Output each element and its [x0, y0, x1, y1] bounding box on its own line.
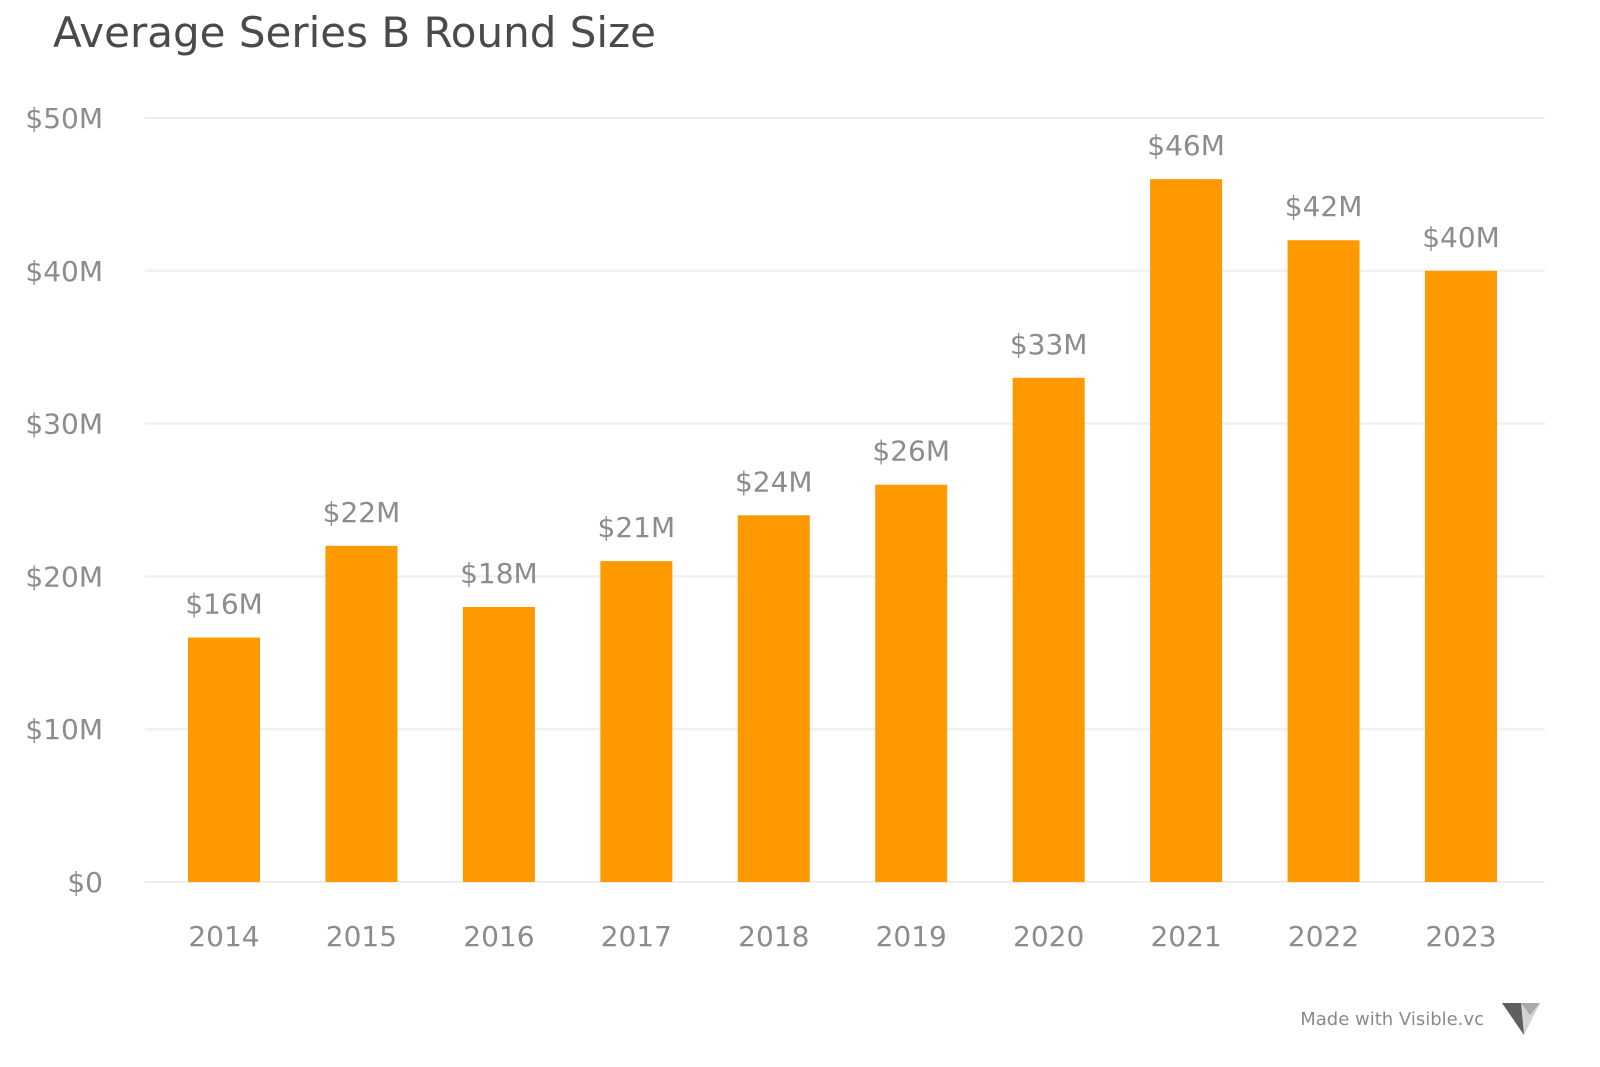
- x-tick-label: 2020: [1013, 920, 1084, 953]
- bar-2014[interactable]: [188, 637, 260, 882]
- data-label-2015: $22M: [323, 496, 401, 529]
- y-tick-label: $40M: [25, 255, 103, 288]
- bar-2019[interactable]: [875, 484, 948, 882]
- y-tick-label: $30M: [25, 408, 103, 441]
- data-label-2017: $21M: [598, 511, 676, 544]
- data-label-2019: $26M: [872, 435, 950, 468]
- data-labels: $16M $22M $18M $21M $24M $26M $33M $46M $42M $40M: [185, 129, 1500, 620]
- x-tick-label: 2019: [876, 920, 947, 953]
- x-axis-tick-labels: 2014 2015 2016 2017 2018 2019 2020 2021 2022 2023: [188, 920, 1496, 953]
- bar-2021[interactable]: [1150, 179, 1223, 882]
- bar-2016[interactable]: [462, 606, 535, 882]
- data-label-2021: $46M: [1147, 129, 1225, 162]
- data-label-2022: $42M: [1285, 190, 1363, 223]
- x-tick-label: 2014: [188, 920, 259, 953]
- y-axis-tick-labels: $0 $10M $20M $30M $40M $50M: [25, 102, 103, 899]
- x-tick-label: 2023: [1425, 920, 1496, 953]
- y-tick-label: $0: [67, 866, 103, 899]
- y-tick-label: $50M: [25, 102, 103, 135]
- data-label-2018: $24M: [735, 465, 813, 498]
- y-tick-label: $20M: [25, 560, 103, 593]
- x-tick-label: 2018: [738, 920, 809, 953]
- data-label-2014: $16M: [185, 588, 263, 621]
- x-tick-label: 2016: [463, 920, 534, 953]
- bar-2018[interactable]: [737, 515, 810, 882]
- attribution-footer: Made with Visible.vc: [1300, 1001, 1542, 1037]
- bar-2020[interactable]: [1012, 377, 1085, 882]
- y-tick-label: $10M: [25, 713, 103, 746]
- visible-logo-icon: [1502, 1003, 1540, 1035]
- x-tick-label: 2015: [326, 920, 397, 953]
- x-tick-label: 2022: [1288, 920, 1359, 953]
- bar-2022[interactable]: [1287, 240, 1360, 883]
- bars: [188, 179, 1497, 883]
- bar-2015[interactable]: [325, 545, 398, 882]
- bar-2023[interactable]: [1425, 270, 1497, 882]
- attribution-text[interactable]: Made with Visible.vc: [1300, 1008, 1484, 1030]
- data-label-2016: $18M: [460, 557, 538, 590]
- data-label-2020: $33M: [1010, 328, 1088, 361]
- data-label-2023: $40M: [1422, 221, 1500, 254]
- chart-title: Average Series B Round Size: [53, 8, 656, 57]
- x-tick-label: 2017: [601, 920, 672, 953]
- bar-2017[interactable]: [600, 561, 673, 882]
- x-tick-label: 2021: [1150, 920, 1221, 953]
